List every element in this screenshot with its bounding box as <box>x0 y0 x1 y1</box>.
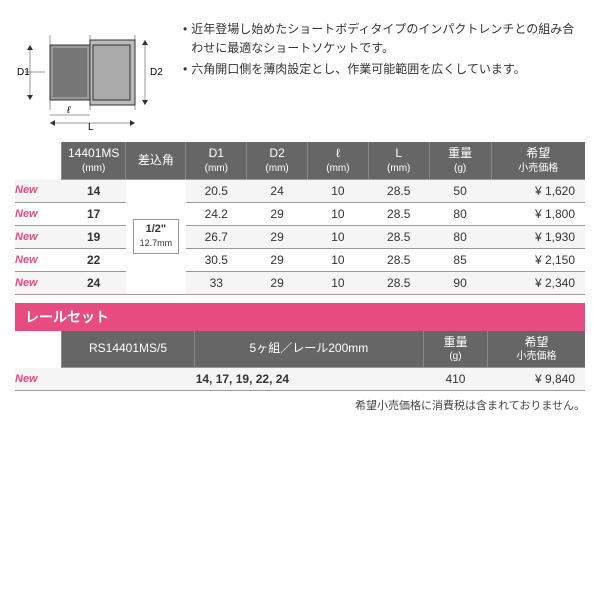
socket-diagram: D1 D2 ℓ L <box>15 20 165 130</box>
table-row: New 17 24.2 29 10 28.5 80 ¥ 1,800 <box>15 202 585 225</box>
d1-value: 24.2 <box>186 202 247 225</box>
rail-weight: 410 <box>423 368 487 391</box>
rail-table: RS14401MS/5 5ヶ組／レール200mm 重量(g) 希望小売価格 Ne… <box>15 331 585 392</box>
desc-item-1: 近年登場し始めたショートボディタイプのインパクトレンチとの組み合わせに最適なショ… <box>191 20 585 58</box>
d1-header: D1(mm) <box>186 142 247 179</box>
d2-value: 29 <box>247 271 308 294</box>
rail-row: New 14, 17, 19, 22, 24 410 ¥ 9,840 <box>15 368 585 391</box>
d2-value: 29 <box>247 225 308 248</box>
top-section: D1 D2 ℓ L •近年登場し始めたショートボディタイプのインパクトレンチとの… <box>15 20 585 130</box>
size-value: 17 <box>62 202 126 225</box>
price-value: ¥ 2,150 <box>491 248 585 271</box>
d2-value: 29 <box>247 202 308 225</box>
table-row: New 14 1/2"12.7mm 20.5 24 10 28.5 50 ¥ 1… <box>15 179 585 202</box>
rail-desc-header: 5ヶ組／レール200mm <box>195 331 424 368</box>
d2-value: 29 <box>247 248 308 271</box>
d1-value: 26.7 <box>186 225 247 248</box>
new-badge: New <box>15 225 62 248</box>
size-value: 14 <box>62 179 126 202</box>
weight-value: 85 <box>429 248 491 271</box>
description: •近年登場し始めたショートボディタイプのインパクトレンチとの組み合わせに最適なシ… <box>183 20 585 130</box>
new-badge: New <box>15 179 62 202</box>
d2-value: 24 <box>247 179 308 202</box>
L-header: L(mm) <box>368 142 429 179</box>
L-value: 28.5 <box>368 271 429 294</box>
rail-weight-header: 重量(g) <box>423 331 487 368</box>
table-row: New 22 30.5 29 10 28.5 85 ¥ 2,150 <box>15 248 585 271</box>
weight-value: 80 <box>429 225 491 248</box>
l-value: 10 <box>308 271 369 294</box>
drive-header: 差込角 <box>126 142 186 179</box>
L-value: 28.5 <box>368 179 429 202</box>
price-value: ¥ 1,930 <box>491 225 585 248</box>
l-value: 10 <box>308 179 369 202</box>
d1-value: 20.5 <box>186 179 247 202</box>
drive-cell: 1/2"12.7mm <box>126 179 186 294</box>
rail-model-header: RS14401MS/5 <box>62 331 195 368</box>
L-value: 28.5 <box>368 248 429 271</box>
new-badge: New <box>15 271 62 294</box>
d2-label: D2 <box>150 67 163 78</box>
rail-price-header: 希望小売価格 <box>488 331 585 368</box>
l-header: ℓ(mm) <box>308 142 369 179</box>
rail-values: 14, 17, 19, 22, 24 <box>62 368 424 391</box>
size-value: 19 <box>62 225 126 248</box>
spec-table: 14401MS(mm) 差込角 D1(mm) D2(mm) ℓ(mm) L(mm… <box>15 142 585 295</box>
desc-item-2: 六角開口側を薄肉設定とし、作業可能範囲を広くしています。 <box>191 60 525 79</box>
table-row: New 24 33 29 10 28.5 90 ¥ 2,340 <box>15 271 585 294</box>
d1-label: D1 <box>17 67 30 78</box>
weight-value: 90 <box>429 271 491 294</box>
rail-section-title: レールセット <box>15 303 585 331</box>
footnote: 希望小売価格に消費税は含まれておりません。 <box>15 397 585 413</box>
new-badge: New <box>15 202 62 225</box>
d1-value: 30.5 <box>186 248 247 271</box>
size-value: 24 <box>62 271 126 294</box>
weight-header: 重量(g) <box>429 142 491 179</box>
l-value: 10 <box>308 248 369 271</box>
price-header: 希望小売価格 <box>491 142 585 179</box>
l-label: ℓ <box>66 105 71 116</box>
price-value: ¥ 2,340 <box>491 271 585 294</box>
l-value: 10 <box>308 202 369 225</box>
L-value: 28.5 <box>368 202 429 225</box>
new-badge: New <box>15 248 62 271</box>
l-value: 10 <box>308 225 369 248</box>
size-value: 22 <box>62 248 126 271</box>
rail-price: ¥ 9,840 <box>488 368 585 391</box>
d1-value: 33 <box>186 271 247 294</box>
model-header: 14401MS(mm) <box>62 142 126 179</box>
d2-header: D2(mm) <box>247 142 308 179</box>
L-value: 28.5 <box>368 225 429 248</box>
weight-value: 80 <box>429 202 491 225</box>
L-label: L <box>88 122 94 130</box>
price-value: ¥ 1,620 <box>491 179 585 202</box>
price-value: ¥ 1,800 <box>491 202 585 225</box>
table-row: New 19 26.7 29 10 28.5 80 ¥ 1,930 <box>15 225 585 248</box>
weight-value: 50 <box>429 179 491 202</box>
